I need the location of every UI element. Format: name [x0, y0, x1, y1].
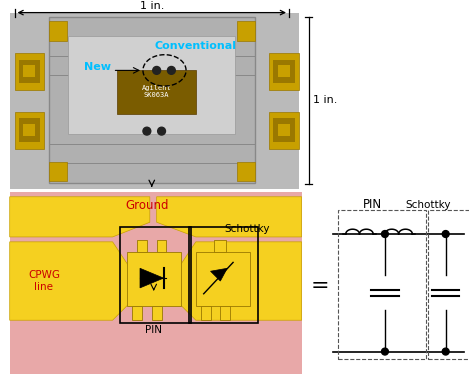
Circle shape [158, 127, 165, 135]
Bar [137, 240, 147, 252]
Bar [278, 66, 290, 77]
Bar [273, 60, 295, 83]
Circle shape [442, 348, 449, 355]
Bar [49, 161, 66, 181]
Bar [333, 192, 465, 374]
Bar [201, 305, 210, 320]
Bar [237, 161, 255, 181]
Bar [120, 227, 191, 323]
Text: Ground: Ground [125, 199, 169, 212]
Circle shape [382, 348, 388, 355]
Bar [15, 111, 44, 149]
Polygon shape [9, 197, 150, 237]
Text: =: = [311, 276, 329, 296]
Bar [269, 111, 299, 149]
Bar [152, 305, 162, 320]
Text: PIN: PIN [363, 198, 382, 211]
Text: PIN: PIN [145, 325, 162, 335]
Text: Schottky: Schottky [405, 200, 451, 210]
Text: Conventional: Conventional [155, 41, 237, 51]
Bar [9, 192, 301, 374]
Bar [128, 252, 181, 305]
Text: New: New [84, 63, 111, 72]
Bar [269, 53, 299, 90]
Circle shape [442, 230, 449, 237]
Bar [132, 305, 142, 320]
Bar [49, 17, 255, 183]
Bar [428, 210, 474, 359]
Text: Agilent
SK063A: Agilent SK063A [142, 85, 172, 99]
Polygon shape [210, 268, 227, 281]
Bar [15, 53, 44, 90]
Circle shape [167, 66, 175, 74]
Polygon shape [157, 197, 301, 237]
Bar [214, 240, 226, 252]
Bar [338, 210, 426, 359]
Polygon shape [176, 242, 301, 320]
Text: 1 in.: 1 in. [313, 95, 338, 105]
Bar [49, 21, 66, 41]
Bar [157, 240, 166, 252]
Bar [18, 118, 40, 142]
Bar [132, 257, 176, 286]
Bar [237, 21, 255, 41]
Bar [68, 36, 235, 134]
Bar [23, 124, 35, 136]
Polygon shape [9, 242, 132, 320]
Bar [278, 124, 290, 136]
Circle shape [382, 230, 388, 237]
Bar [118, 70, 196, 114]
Bar [189, 227, 257, 323]
Circle shape [143, 127, 151, 135]
Text: CPWG
line: CPWG line [28, 270, 60, 292]
Bar [23, 66, 35, 77]
Polygon shape [140, 268, 164, 288]
Text: Schottky: Schottky [224, 224, 270, 234]
Bar [273, 118, 295, 142]
Bar [196, 252, 250, 305]
Bar [220, 305, 230, 320]
Text: 1 in.: 1 in. [139, 1, 164, 11]
Bar [18, 60, 40, 83]
Bar [9, 13, 299, 189]
Circle shape [153, 66, 161, 74]
